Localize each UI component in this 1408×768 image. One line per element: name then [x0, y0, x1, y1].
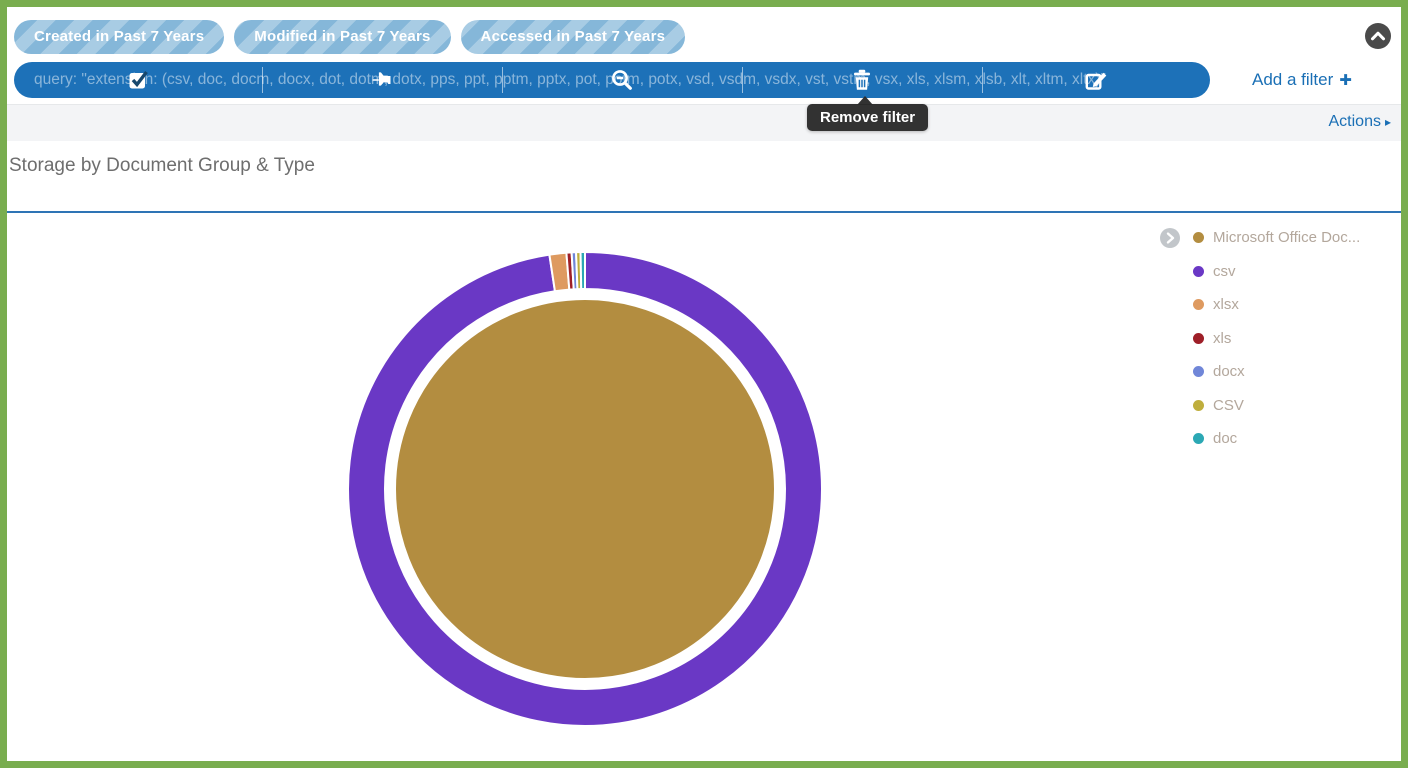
checkbox-icon[interactable]	[126, 68, 150, 92]
filter-separator	[262, 67, 263, 93]
legend-color-dot	[1193, 366, 1204, 378]
legend-label: Microsoft Office Doc...	[1213, 229, 1361, 247]
query-filter-text: query: "extension: (csv, doc, docm, docx…	[34, 71, 1106, 88]
legend-label: xls	[1213, 329, 1232, 347]
chart-legend: Microsoft Office Doc... csv xlsx xls docx CSV…	[1158, 221, 1401, 456]
add-filter-button[interactable]: Add a filter ✚	[1252, 62, 1352, 98]
plus-icon: ✚	[1339, 72, 1352, 89]
donut-segment-csv[interactable]	[347, 250, 823, 727]
legend-item-csv[interactable]: CSV	[1158, 389, 1401, 423]
legend-color-dot	[1193, 265, 1204, 277]
legend-color-dot	[1193, 399, 1204, 411]
tooltip-text: Remove filter	[820, 109, 916, 126]
legend-color-dot	[1193, 299, 1204, 311]
actions-row: Actions ▸	[7, 104, 1401, 141]
legend-color-dot	[1193, 232, 1204, 244]
legend-item-xlsx[interactable]: xlsx	[1158, 288, 1401, 322]
edit-icon[interactable]	[1084, 68, 1108, 92]
collapse-panel-button[interactable]	[1365, 23, 1391, 49]
legend-label: docx	[1213, 363, 1245, 381]
trash-icon[interactable]	[850, 68, 874, 92]
add-filter-label: Add a filter	[1252, 70, 1334, 89]
filter-separator	[982, 67, 983, 93]
legend-label: CSV	[1213, 396, 1244, 414]
legend-item-microsoft-office-doc[interactable]: Microsoft Office Doc...	[1158, 221, 1401, 255]
legend-item-xls[interactable]: xls	[1158, 322, 1401, 356]
zoom-out-icon[interactable]	[610, 68, 634, 92]
filter-separator	[742, 67, 743, 93]
page-title: Storage by Document Group & Type	[9, 155, 315, 176]
remove-filter-tooltip: Remove filter	[807, 96, 929, 131]
donut-segment-microsoft-office-documents[interactable]	[394, 298, 776, 680]
actions-button[interactable]: Actions ▸	[1329, 113, 1392, 131]
panel-divider	[7, 211, 1401, 213]
legend-item-csv[interactable]: csv	[1158, 255, 1401, 289]
legend-color-dot	[1193, 433, 1204, 445]
filter-pill-modified[interactable]: Modified in Past 7 Years	[234, 20, 451, 54]
storage-donut-chart	[347, 250, 823, 727]
actions-label: Actions	[1328, 113, 1381, 130]
legend-label: doc	[1213, 430, 1238, 448]
filter-pill-created[interactable]: Created in Past 7 Years	[14, 20, 225, 54]
expand-chevron-icon[interactable]	[1160, 228, 1180, 252]
query-filter-pill[interactable]: query: "extension: (csv, doc, docm, docx…	[14, 62, 1210, 98]
filter-pill-accessed[interactable]: Accessed in Past 7 Years	[460, 20, 686, 54]
donut-segment-doc[interactable]	[579, 250, 586, 291]
legend-label: csv	[1213, 262, 1236, 280]
legend-item-docx[interactable]: docx	[1158, 355, 1401, 389]
pin-icon[interactable]	[370, 68, 394, 92]
legend-item-doc[interactable]: doc	[1158, 422, 1401, 456]
caret-right-icon: ▸	[1384, 115, 1391, 129]
chevron-up-icon	[1365, 23, 1391, 49]
legend-label: xlsx	[1213, 296, 1239, 314]
legend-color-dot	[1193, 332, 1204, 344]
filter-separator	[502, 67, 503, 93]
filter-pills-row: Created in Past 7 Years Modified in Past…	[14, 20, 686, 54]
